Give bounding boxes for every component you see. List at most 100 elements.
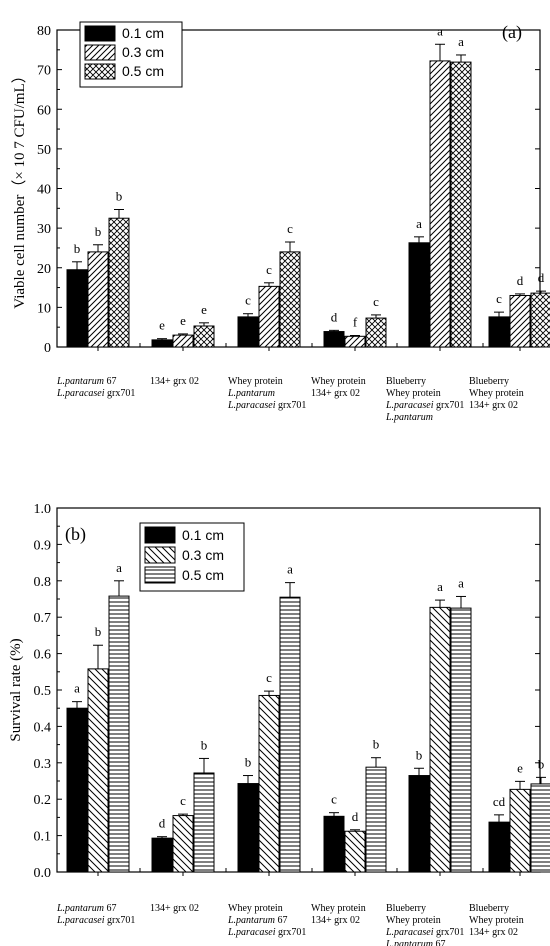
significance-letter: a — [437, 23, 443, 38]
significance-letter: c — [245, 293, 251, 308]
significance-letter: cd — [493, 794, 506, 809]
category-label-line: L.paracasei grx701 — [56, 915, 135, 926]
bar — [193, 325, 215, 348]
category-label-line: Whey protein — [228, 376, 283, 387]
category-label-line: Whey protein — [386, 388, 441, 399]
category-label-line: L.pantarum 67 — [56, 376, 116, 387]
significance-letter: d — [159, 816, 166, 831]
category-label-line: L.paracasei grx701 — [56, 388, 135, 399]
y-tick-label: 20 — [37, 262, 51, 277]
y-tick-label: 40 — [37, 183, 51, 198]
bar — [279, 596, 301, 873]
significance-letter: e — [517, 760, 523, 775]
y-tick-label: 0.5 — [34, 684, 52, 699]
category-label-line: Whey protein — [469, 388, 524, 399]
legend-label: 0.3 cm — [182, 547, 224, 563]
bar — [172, 334, 194, 348]
y-tick-label: 10 — [37, 301, 51, 316]
significance-letter: c — [331, 792, 337, 807]
bar — [488, 316, 510, 348]
significance-letter: b — [373, 737, 380, 752]
category-label-line: 134+ grx 02 — [311, 388, 360, 399]
significance-letter: a — [287, 562, 293, 577]
significance-letter: a — [74, 681, 80, 696]
y-tick-label: 1.0 — [34, 502, 52, 517]
significance-letter: a — [458, 34, 464, 49]
y-tick-label: 0.3 — [34, 757, 52, 772]
significance-letter: b — [116, 189, 123, 204]
category-label-line: 134+ grx 02 — [150, 903, 199, 914]
category-label-line: L.pantarum 67 — [56, 903, 116, 914]
legend-label: 0.3 cm — [122, 44, 164, 60]
bar — [450, 61, 472, 348]
category-label-line: 134+ grx 02 — [469, 400, 518, 411]
category-label-line: L.paracasei grx701 — [227, 927, 306, 938]
legend-label: 0.1 cm — [182, 527, 224, 543]
bar — [429, 60, 451, 348]
significance-letter: c — [266, 670, 272, 685]
y-axis-title: Viable cell number（× 10 7 CFU/mL） — [11, 68, 28, 308]
significance-letter: a — [116, 560, 122, 575]
significance-letter: b — [201, 737, 208, 752]
bar — [509, 294, 531, 348]
bar — [66, 269, 88, 348]
significance-letter: e — [180, 313, 186, 328]
y-tick-label: 0.7 — [34, 611, 52, 626]
bar — [488, 821, 510, 873]
category-label-line: L.pantarum — [385, 412, 433, 423]
category-label-line: Whey protein — [311, 376, 366, 387]
significance-letter: e — [201, 302, 207, 317]
bar — [323, 331, 345, 348]
y-tick-label: 0.9 — [34, 538, 52, 553]
category-label-line: Whey protein — [228, 903, 283, 914]
y-tick-label: 70 — [37, 64, 51, 79]
y-tick-label: 0.4 — [34, 720, 52, 735]
significance-letter: d — [331, 309, 338, 324]
legend-swatch — [144, 566, 176, 584]
category-label-line: L.pantarum 67 — [227, 915, 287, 926]
significance-letter: d — [517, 273, 524, 288]
y-tick-label: 60 — [37, 103, 51, 118]
bar — [365, 766, 387, 873]
category-label-line: L.paracasei grx701 — [385, 400, 464, 411]
bar — [87, 668, 109, 873]
significance-letter: b — [416, 747, 423, 762]
category-label-line: Whey protein — [311, 903, 366, 914]
category-label-line: L.paracasei grx701 — [227, 400, 306, 411]
bar — [279, 251, 301, 348]
category-label-line: Whey protein — [386, 915, 441, 926]
bar — [258, 694, 280, 873]
y-tick-label: 0.6 — [34, 648, 52, 663]
category-label-line: Blueberry — [469, 903, 509, 914]
chart-panel-a: 0 10 20 30 40 50 60 70 80 Viable cell number（× 10… — [11, 21, 550, 423]
category-label-line: 134+ grx 02 — [469, 927, 518, 938]
bar — [530, 292, 550, 348]
y-tick-label: 0.1 — [34, 830, 52, 845]
category-label-line: 134+ grx 02 — [311, 915, 360, 926]
bar — [151, 837, 173, 873]
legend-label: 0.5 cm — [182, 567, 224, 583]
bar — [365, 317, 387, 348]
category-label-line: L.pantarum 67 — [385, 939, 445, 946]
legend-swatch — [144, 526, 176, 544]
category-label-line: 134+ grx 02 — [150, 376, 199, 387]
legend-swatch — [84, 63, 116, 80]
bar — [530, 783, 550, 873]
y-tick-label: 0.2 — [34, 793, 52, 808]
significance-letter: b — [245, 755, 252, 770]
bar — [108, 595, 130, 873]
bar — [344, 335, 366, 348]
significance-letter: a — [437, 579, 443, 594]
category-label-line: Whey protein — [469, 915, 524, 926]
y-tick-label: 30 — [37, 222, 51, 237]
bar — [193, 772, 215, 873]
y-axis-title: Survival rate (%) — [8, 638, 24, 741]
legend-swatch — [84, 25, 116, 42]
significance-letter: d — [538, 270, 545, 285]
y-tick-label: 0.8 — [34, 575, 52, 590]
significance-letter: a — [458, 575, 464, 590]
bar — [237, 783, 259, 873]
bar — [151, 339, 173, 348]
bar — [509, 788, 531, 873]
